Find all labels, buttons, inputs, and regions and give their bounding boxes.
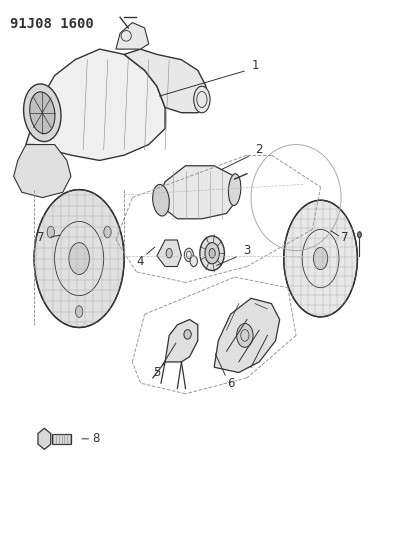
Text: 3: 3	[243, 244, 250, 257]
Polygon shape	[34, 190, 124, 327]
Ellipse shape	[209, 248, 215, 258]
Ellipse shape	[184, 329, 191, 339]
Ellipse shape	[23, 84, 61, 142]
Ellipse shape	[236, 324, 253, 348]
Ellipse shape	[69, 243, 89, 274]
Text: 91J08 1600: 91J08 1600	[9, 17, 94, 31]
Polygon shape	[165, 319, 198, 362]
Text: 6: 6	[227, 377, 234, 390]
Ellipse shape	[190, 256, 197, 266]
Polygon shape	[116, 22, 149, 49]
Text: 5: 5	[153, 366, 161, 379]
Ellipse shape	[358, 232, 361, 238]
Ellipse shape	[228, 174, 241, 206]
Ellipse shape	[184, 248, 193, 262]
Polygon shape	[284, 200, 358, 317]
Ellipse shape	[47, 226, 54, 238]
Ellipse shape	[30, 92, 55, 134]
Polygon shape	[26, 49, 165, 160]
Text: 1: 1	[251, 59, 259, 71]
Polygon shape	[214, 298, 280, 373]
Ellipse shape	[153, 184, 169, 216]
Polygon shape	[157, 240, 181, 266]
Text: 7: 7	[37, 231, 44, 244]
Ellipse shape	[75, 306, 83, 317]
Polygon shape	[124, 49, 206, 113]
Bar	[52, 433, 71, 444]
Polygon shape	[38, 428, 51, 449]
Ellipse shape	[104, 226, 111, 238]
Ellipse shape	[314, 247, 328, 270]
Text: 2: 2	[255, 143, 263, 156]
Ellipse shape	[194, 86, 210, 113]
Ellipse shape	[200, 236, 225, 270]
Text: 7: 7	[342, 231, 349, 244]
Text: 4: 4	[137, 255, 144, 268]
Ellipse shape	[166, 248, 172, 258]
Ellipse shape	[205, 243, 219, 264]
Polygon shape	[157, 166, 239, 219]
Polygon shape	[14, 144, 71, 198]
Text: 8: 8	[92, 432, 99, 446]
